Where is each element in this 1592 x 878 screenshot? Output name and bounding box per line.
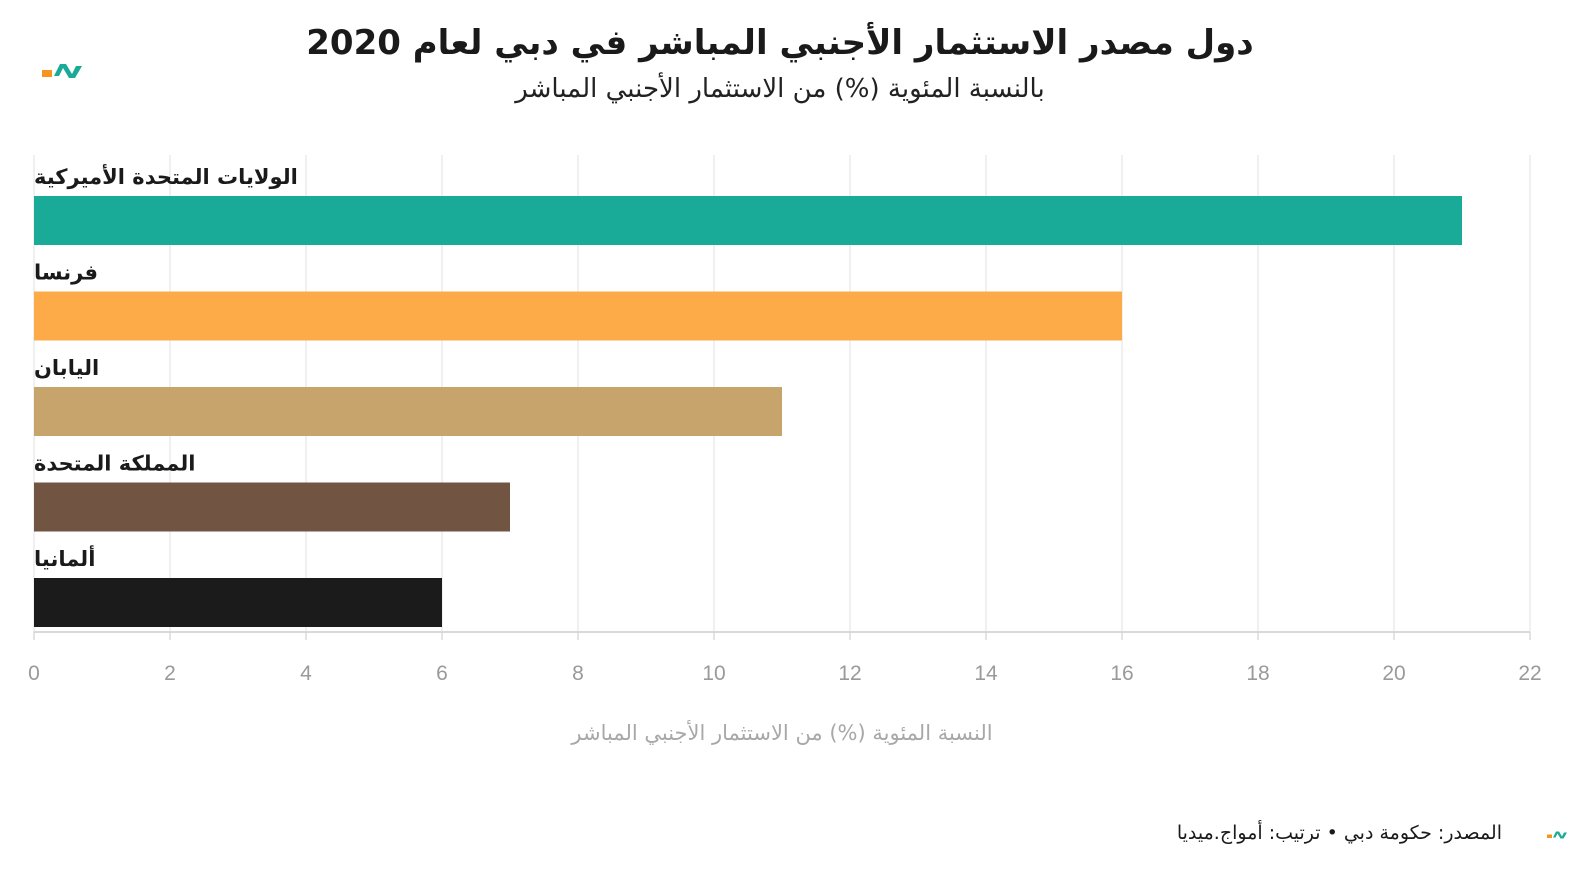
x-tick-label: 14 <box>974 662 998 685</box>
category-label: الولايات المتحدة الأميركية <box>34 163 298 189</box>
category-label: ألمانيا <box>34 544 95 571</box>
x-tick-label: 0 <box>28 662 40 685</box>
category-label: المملكة المتحدة <box>34 452 195 476</box>
bar-chart: الولايات المتحدة الأميركية فرنسا اليابان ال… <box>28 155 1542 745</box>
x-tick-label: 18 <box>1246 662 1269 685</box>
bar <box>34 578 442 627</box>
x-tick-label: 4 <box>300 662 312 685</box>
x-axis-title: النسبة المئوية (%) من الاستثمار الأجنبي … <box>570 720 992 745</box>
bar <box>34 291 1122 341</box>
amwaj-logo-icon <box>42 64 82 78</box>
x-tick-label: 6 <box>436 662 448 685</box>
chart-title: دول مصدر الاستثمار الأجنبي المباشر في دب… <box>306 23 1254 63</box>
x-tick-label: 2 <box>164 662 176 685</box>
x-tick-label: 12 <box>838 662 861 685</box>
x-tick-label: 8 <box>572 662 584 685</box>
bar <box>34 196 1462 245</box>
chart-subtitle: بالنسبة المئوية (%) من الاستثمار الأجنبي… <box>515 74 1045 104</box>
category-label: اليابان <box>34 356 99 380</box>
category-label: فرنسا <box>34 261 98 285</box>
source-footer: المصدر: حكومة دبي • ترتيب: أمواج.ميديا <box>1176 822 1502 844</box>
x-tick-label: 20 <box>1382 662 1405 685</box>
x-tick-label: 10 <box>702 662 725 685</box>
x-tick-label: 22 <box>1518 662 1541 685</box>
bar <box>34 387 782 436</box>
bar <box>34 482 510 532</box>
amwaj-footer-logo-icon <box>1547 831 1567 839</box>
x-tick-label: 16 <box>1110 662 1133 685</box>
